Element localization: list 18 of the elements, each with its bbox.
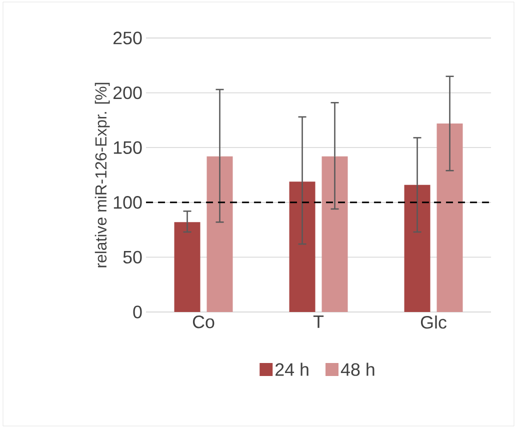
x-tick-label: Co <box>192 316 214 328</box>
y-tick-label: 250 <box>113 32 142 44</box>
bar <box>404 184 430 312</box>
y-tick-label: 150 <box>114 141 142 154</box>
y-tick-label: 200 <box>113 86 142 100</box>
y-tick-label: 0 <box>133 306 142 318</box>
y-tick-label: 50 <box>123 250 142 264</box>
y-axis-title: relative miR-126-Expr. [%] <box>94 82 110 268</box>
x-tick-label: Glc <box>420 316 446 329</box>
x-tick-label: T <box>313 316 324 328</box>
legend-label: 48 h <box>340 362 374 376</box>
legend-label: 24 h <box>276 362 308 376</box>
bar <box>206 156 233 312</box>
bar <box>174 222 200 312</box>
bar <box>289 182 316 312</box>
bar <box>322 156 348 312</box>
y-tick-label: 100 <box>114 196 142 209</box>
bar <box>436 123 463 312</box>
